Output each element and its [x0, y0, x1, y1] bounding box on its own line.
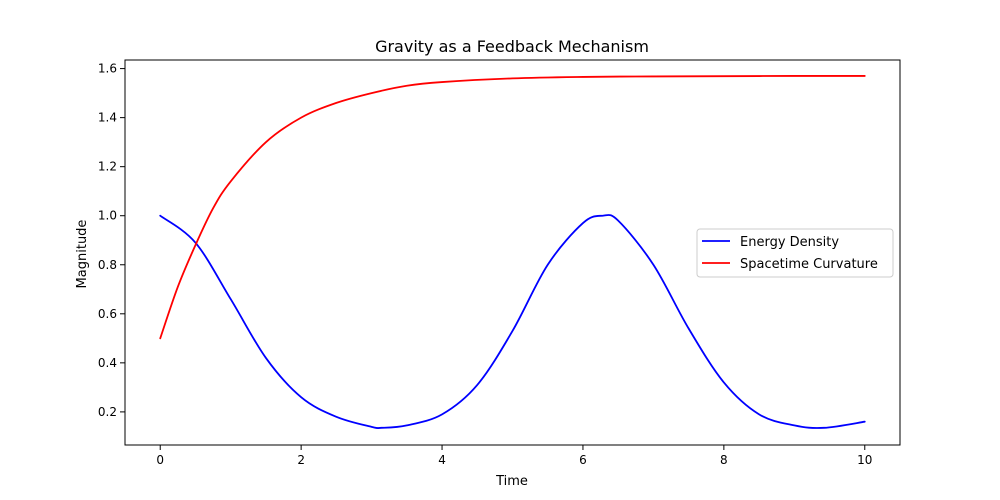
y-tick-label: 0.6 — [98, 307, 117, 321]
y-axis-label: Magnitude — [75, 220, 90, 289]
x-tick-label: 4 — [438, 453, 446, 467]
legend-item-spacetime-curvature: Spacetime Curvature — [702, 257, 878, 272]
spacetime-curvature-line — [159, 75, 866, 340]
chart-title: Gravity as a Feedback Mechanism — [375, 37, 649, 56]
x-tick-label: 0 — [156, 453, 164, 467]
legend-box — [696, 228, 894, 278]
y-tick-label: 0.2 — [98, 405, 117, 419]
y-axis: 0.2 0.4 0.6 0.8 1.0 1.2 1.4 1.6 — [98, 62, 125, 419]
legend-label: Spacetime Curvature — [740, 257, 878, 272]
x-tick-label: 8 — [720, 453, 728, 467]
y-tick-label: 0.8 — [98, 258, 117, 272]
legend-label: Energy Density — [740, 235, 839, 250]
series-layer — [159, 75, 866, 430]
y-tick-label: 1.2 — [98, 160, 117, 174]
x-tick-label: 10 — [857, 453, 872, 467]
y-tick-label: 1.4 — [98, 111, 117, 125]
x-tick-label: 6 — [579, 453, 587, 467]
legend-item-energy-density: Energy Density — [702, 235, 839, 250]
y-tick-label: 1.0 — [98, 209, 117, 223]
energy-density-line — [159, 214, 866, 430]
x-axis-label: Time — [495, 474, 528, 489]
x-tick-label: 2 — [297, 453, 305, 467]
y-tick-label: 0.4 — [98, 356, 117, 370]
plot-frame — [124, 59, 901, 446]
y-tick-label: 1.6 — [98, 62, 117, 76]
legend: Energy Density Spacetime Curvature — [696, 228, 894, 278]
x-axis: 0 2 4 6 8 10 — [156, 445, 872, 467]
